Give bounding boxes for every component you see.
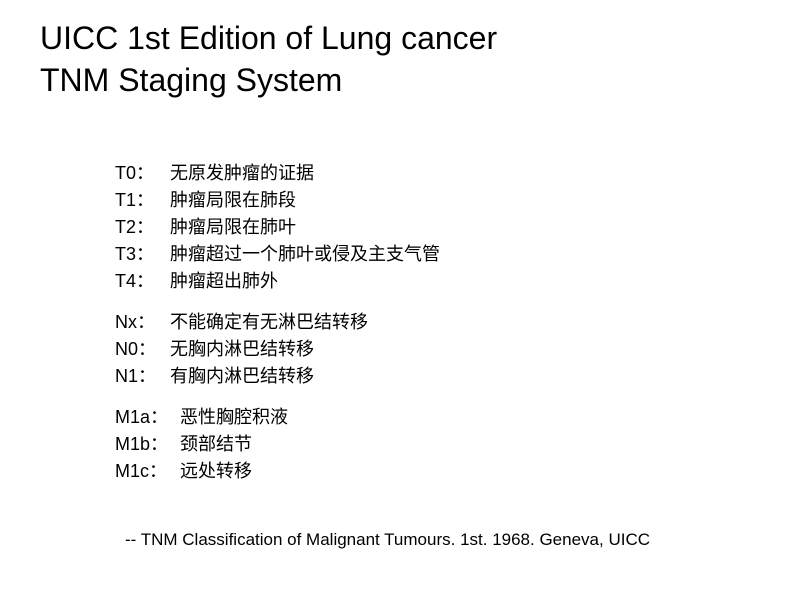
stage-row: T4：肿瘤超出肺外 bbox=[115, 268, 440, 295]
t-stage-group: T0：无原发肿瘤的证据T1：肿瘤局限在肺段T2：肿瘤局限在肺叶T3：肿瘤超过一个… bbox=[115, 160, 440, 295]
stage-row: Nx：不能确定有无淋巴结转移 bbox=[115, 309, 440, 336]
stage-description: 远处转移 bbox=[180, 458, 440, 485]
stage-row: T1：肿瘤局限在肺段 bbox=[115, 187, 440, 214]
stage-description: 肿瘤超过一个肺叶或侵及主支气管 bbox=[170, 241, 440, 268]
title-line-2: TNM Staging System bbox=[40, 60, 497, 102]
stage-code: M1c： bbox=[115, 458, 180, 485]
stage-code: N0： bbox=[115, 336, 170, 363]
stage-code: T4： bbox=[115, 268, 170, 295]
stage-description: 恶性胸腔积液 bbox=[180, 404, 440, 431]
stage-row: T2：肿瘤局限在肺叶 bbox=[115, 214, 440, 241]
staging-content: T0：无原发肿瘤的证据T1：肿瘤局限在肺段T2：肿瘤局限在肺叶T3：肿瘤超过一个… bbox=[115, 160, 440, 499]
stage-row: M1a：恶性胸腔积液 bbox=[115, 404, 440, 431]
stage-description: 肿瘤局限在肺叶 bbox=[170, 214, 440, 241]
citation: -- TNM Classification of Malignant Tumou… bbox=[125, 530, 650, 550]
stage-code: T2： bbox=[115, 214, 170, 241]
stage-row: T0：无原发肿瘤的证据 bbox=[115, 160, 440, 187]
stage-row: N1：有胸内淋巴结转移 bbox=[115, 363, 440, 390]
m-stage-group: M1a：恶性胸腔积液M1b：颈部结节M1c：远处转移 bbox=[115, 404, 440, 485]
stage-description: 有胸内淋巴结转移 bbox=[170, 363, 440, 390]
stage-description: 肿瘤局限在肺段 bbox=[170, 187, 440, 214]
stage-description: 肿瘤超出肺外 bbox=[170, 268, 440, 295]
stage-description: 无原发肿瘤的证据 bbox=[170, 160, 440, 187]
stage-code: N1： bbox=[115, 363, 170, 390]
page-title: UICC 1st Edition of Lung cancer TNM Stag… bbox=[40, 18, 497, 101]
stage-row: N0：无胸内淋巴结转移 bbox=[115, 336, 440, 363]
stage-description: 不能确定有无淋巴结转移 bbox=[170, 309, 440, 336]
stage-code: M1a： bbox=[115, 404, 180, 431]
n-stage-group: Nx：不能确定有无淋巴结转移N0：无胸内淋巴结转移N1：有胸内淋巴结转移 bbox=[115, 309, 440, 390]
stage-code: M1b： bbox=[115, 431, 180, 458]
stage-row: T3：肿瘤超过一个肺叶或侵及主支气管 bbox=[115, 241, 440, 268]
stage-row: M1b：颈部结节 bbox=[115, 431, 440, 458]
stage-description: 颈部结节 bbox=[180, 431, 440, 458]
title-line-1: UICC 1st Edition of Lung cancer bbox=[40, 18, 497, 60]
stage-code: Nx： bbox=[115, 309, 170, 336]
stage-code: T0： bbox=[115, 160, 170, 187]
stage-description: 无胸内淋巴结转移 bbox=[170, 336, 440, 363]
stage-code: T3： bbox=[115, 241, 170, 268]
stage-code: T1： bbox=[115, 187, 170, 214]
stage-row: M1c：远处转移 bbox=[115, 458, 440, 485]
